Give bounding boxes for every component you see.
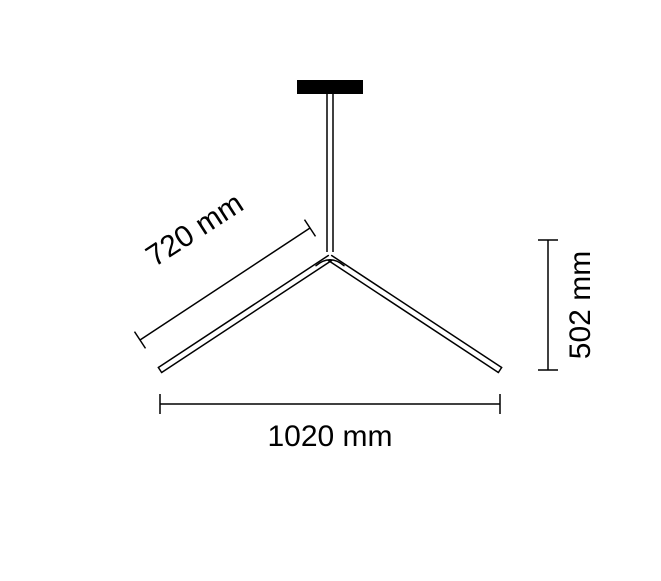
- ceiling-mount: [297, 80, 363, 94]
- dim-arm-label: 720 mm: [140, 187, 249, 274]
- dim-height-label: 502 mm: [564, 251, 597, 359]
- arm-right-edge-a: [328, 261, 498, 373]
- dim-arm-tick-a: [134, 332, 145, 349]
- dim-width-label: 1020 mm: [267, 420, 392, 453]
- arm-right-endcap: [498, 367, 501, 372]
- arm-left-endcap: [158, 367, 161, 372]
- dim-arm-tick-b: [304, 220, 315, 237]
- arm-right-edge-b: [332, 255, 502, 367]
- arm-left-edge-b: [162, 261, 332, 373]
